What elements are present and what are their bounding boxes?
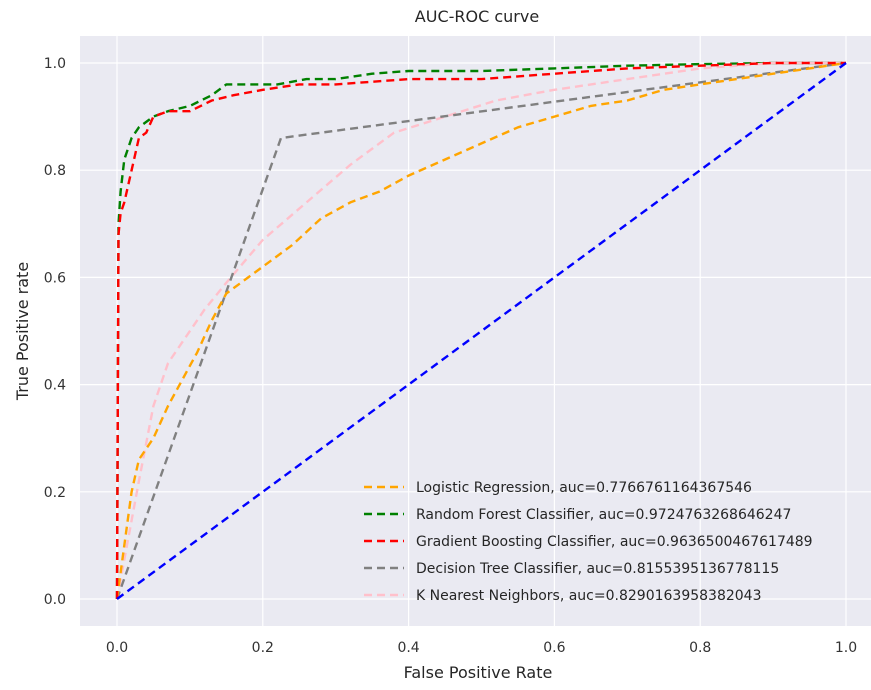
x-axis-label: False Positive Rate	[404, 663, 553, 682]
y-tick-label: 1.0	[44, 56, 66, 72]
series-line-decision-tree-classifier	[115, 61, 847, 600]
y-tick-label: 0.6	[44, 270, 66, 286]
series-line-random-forest-classifier	[115, 61, 846, 600]
legend-label-random-forest-classifier: Random Forest Classifier, auc=0.97247632…	[416, 507, 791, 523]
legend-label-logistic-regression: Logistic Regression, auc=0.7766761164367…	[416, 480, 752, 496]
y-tick-label: 0.8	[44, 163, 66, 179]
x-tick-label: 0.2	[252, 640, 274, 656]
x-tick-label: 0.4	[397, 640, 419, 656]
series-layer	[115, 61, 847, 600]
x-tick-label: 0.6	[543, 640, 565, 656]
x-tick-label: 1.0	[835, 640, 857, 656]
x-tick-labels: 0.0 0.2 0.4 0.6 0.8 1.0	[106, 640, 857, 656]
series-line-gradient-boosting-classifier	[115, 61, 846, 600]
legend: Logistic Regression, auc=0.7766761164367…	[364, 480, 813, 604]
legend-label-k-nearest-neighbors: K Nearest Neighbors, auc=0.8290163958382…	[416, 588, 761, 604]
y-tick-label: 0.2	[44, 485, 66, 501]
y-tick-label: 0.4	[44, 378, 66, 394]
x-tick-label: 0.0	[106, 640, 128, 656]
series-line-logistic-regression	[115, 61, 847, 600]
chart-title: AUC-ROC curve	[415, 7, 539, 26]
y-tick-labels: 0.0 0.2 0.4 0.6 0.8 1.0	[44, 56, 66, 608]
legend-label-gradient-boosting-classifier: Gradient Boosting Classifier, auc=0.9636…	[416, 534, 813, 550]
legend-label-decision-tree-classifier: Decision Tree Classifier, auc=0.81553951…	[416, 561, 779, 577]
grid-layer	[80, 36, 871, 626]
x-tick-label: 0.8	[689, 640, 711, 656]
series-line-k-nearest-neighbors	[115, 61, 846, 600]
y-axis-label: True Positive rate	[13, 262, 32, 401]
plot-area	[80, 36, 871, 626]
y-tick-label: 0.0	[44, 592, 66, 608]
reference-diagonal-line	[116, 62, 847, 600]
